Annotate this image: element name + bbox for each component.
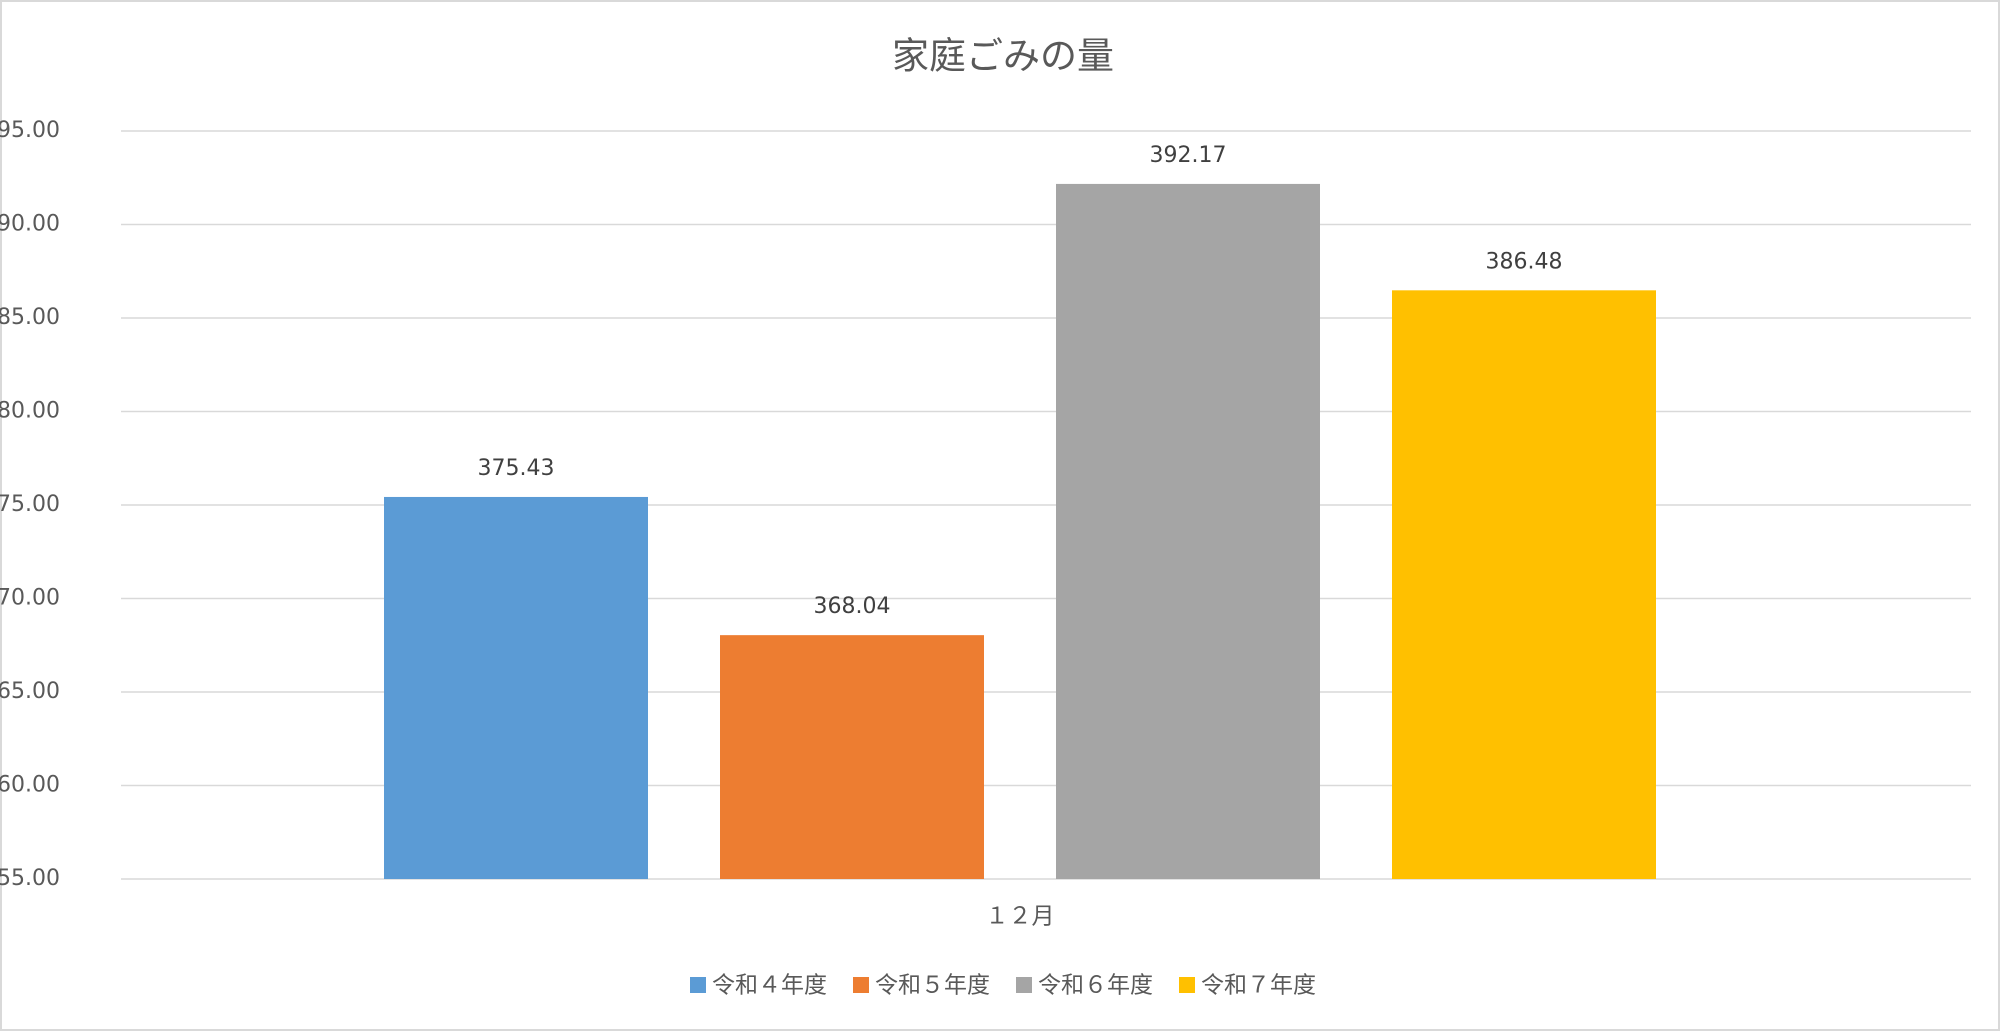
y-tick-label: 355.00 bbox=[0, 866, 60, 891]
bar bbox=[384, 496, 648, 879]
legend-label: 令和７年度 bbox=[1201, 973, 1316, 999]
y-tick-label: 390.00 bbox=[0, 212, 60, 237]
data-label: 386.48 bbox=[1486, 249, 1563, 274]
y-tick-label: 385.00 bbox=[0, 305, 60, 330]
bar bbox=[1056, 183, 1320, 879]
legend-label: 令和４年度 bbox=[712, 973, 827, 999]
legend-swatch bbox=[853, 977, 869, 993]
y-tick-label: 370.00 bbox=[0, 586, 60, 611]
legend-swatch bbox=[690, 977, 706, 993]
y-tick-label: 375.00 bbox=[0, 492, 60, 517]
legend-label: 令和６年度 bbox=[1038, 973, 1153, 999]
y-tick-label: 380.00 bbox=[0, 399, 60, 424]
legend-swatch bbox=[1016, 977, 1032, 993]
y-tick-label: 360.00 bbox=[0, 773, 60, 798]
data-label: 368.04 bbox=[814, 594, 891, 619]
x-tick-label: １２月 bbox=[986, 904, 1055, 930]
bar bbox=[1392, 290, 1656, 880]
legend-label: 令和５年度 bbox=[875, 973, 990, 999]
data-label: 375.43 bbox=[478, 456, 555, 481]
y-tick-label: 365.00 bbox=[0, 679, 60, 704]
legend-swatch bbox=[1179, 977, 1195, 993]
y-tick-label: 395.00 bbox=[0, 118, 60, 143]
chart-title: 家庭ごみの量 bbox=[892, 35, 1114, 78]
data-label: 392.17 bbox=[1150, 143, 1227, 168]
bar bbox=[720, 635, 984, 879]
